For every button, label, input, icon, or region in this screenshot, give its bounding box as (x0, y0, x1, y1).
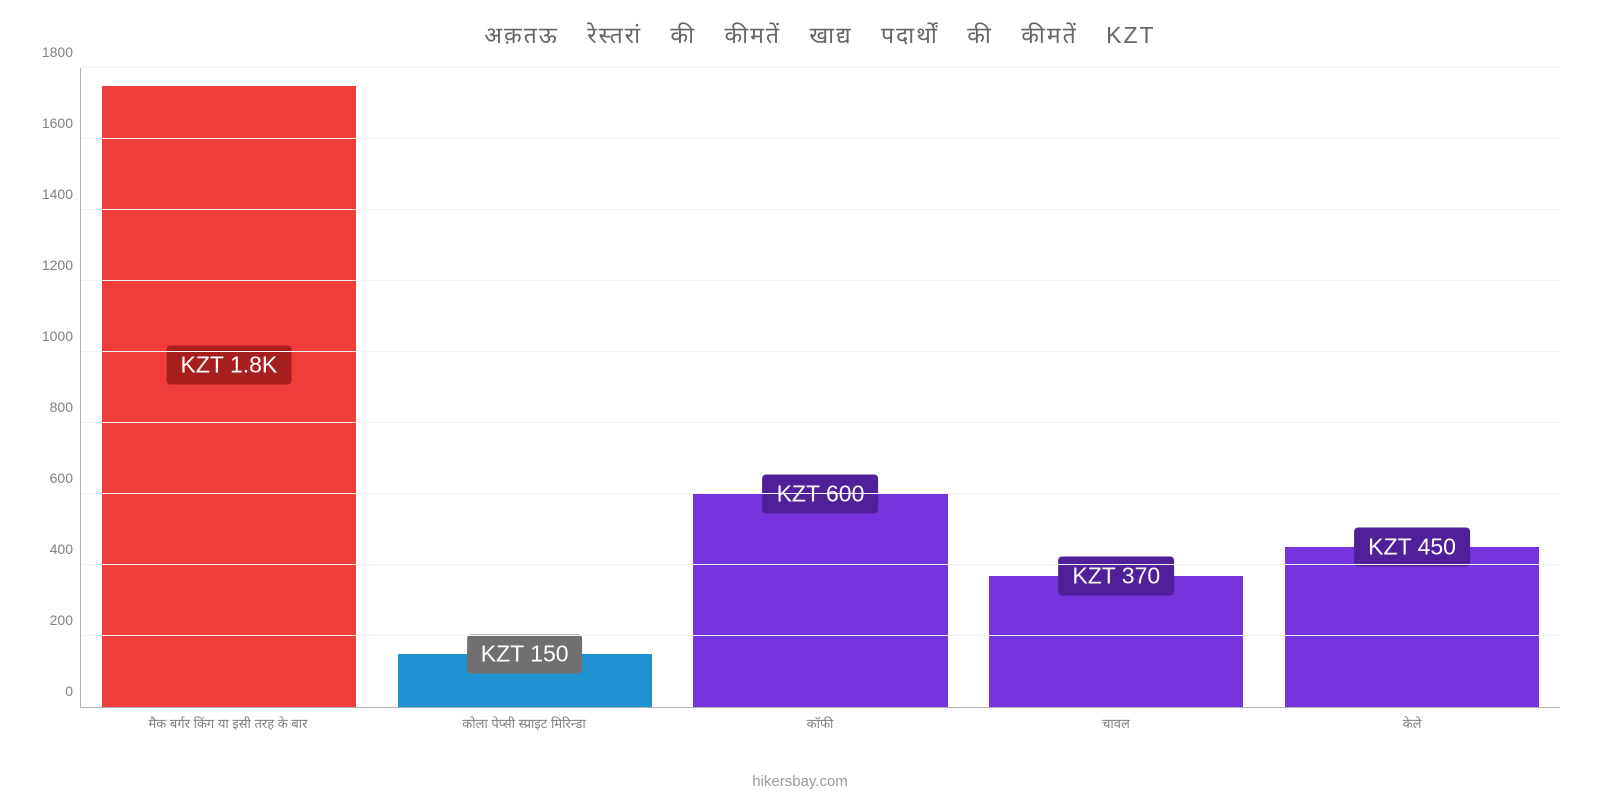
bar: KZT 150 (398, 654, 652, 707)
plot-area: KZT 1.8KKZT 150KZT 600KZT 370KZT 450 020… (80, 68, 1560, 708)
bar: KZT 1.8K (102, 86, 356, 707)
bars-container: KZT 1.8K KZT 150 KZT 600 KZT 370 KZT 450 (81, 68, 1560, 707)
price-bar-chart: अक़तऊ रेस्तरां की कीमतें खाद्य पदार्थों … (0, 0, 1600, 800)
y-tick-label: 600 (21, 470, 73, 486)
y-tick-label: 1400 (21, 186, 73, 202)
gridline (81, 493, 1560, 494)
bar-slot: KZT 600 (673, 68, 969, 707)
y-tick-label: 0 (21, 683, 73, 699)
gridline (81, 351, 1560, 352)
y-tick-label: 1200 (21, 257, 73, 273)
bar: KZT 370 (989, 576, 1243, 707)
x-tick-label: केले (1264, 714, 1560, 732)
bar-slot: KZT 370 (968, 68, 1264, 707)
gridline (81, 280, 1560, 281)
y-tick-label: 1800 (21, 44, 73, 60)
value-badge: KZT 370 (1058, 556, 1174, 595)
bar-slot: KZT 450 (1264, 68, 1560, 707)
y-tick-label: 800 (21, 399, 73, 415)
chart-title: अक़तऊ रेस्तरां की कीमतें खाद्य पदार्थों … (80, 18, 1560, 50)
value-badge: KZT 150 (467, 634, 583, 673)
y-tick-label: 200 (21, 612, 73, 628)
gridline (81, 209, 1560, 210)
gridline (81, 67, 1560, 68)
gridline (81, 138, 1560, 139)
y-tick-label: 400 (21, 541, 73, 557)
gridline (81, 564, 1560, 565)
x-tick-label: मैक बर्गर किंग या इसी तरह के बार (80, 714, 376, 732)
value-badge: KZT 450 (1354, 528, 1470, 567)
gridline (81, 422, 1560, 423)
bar: KZT 450 (1285, 547, 1539, 707)
x-axis-labels: मैक बर्गर किंग या इसी तरह के बारकोला पेप… (80, 714, 1560, 732)
gridline (81, 635, 1560, 636)
source-label: hikersbay.com (0, 773, 1600, 790)
bar: KZT 600 (693, 494, 947, 707)
value-badge: KZT 600 (763, 475, 879, 514)
bar-slot: KZT 150 (377, 68, 673, 707)
y-tick-label: 1600 (21, 115, 73, 131)
x-tick-label: कॉफी (672, 714, 968, 732)
y-tick-label: 1000 (21, 328, 73, 344)
bar-slot: KZT 1.8K (81, 68, 377, 707)
x-tick-label: कोला पेप्सी स्प्राइट मिरिन्डा (376, 714, 672, 732)
x-tick-label: चावल (968, 714, 1264, 732)
